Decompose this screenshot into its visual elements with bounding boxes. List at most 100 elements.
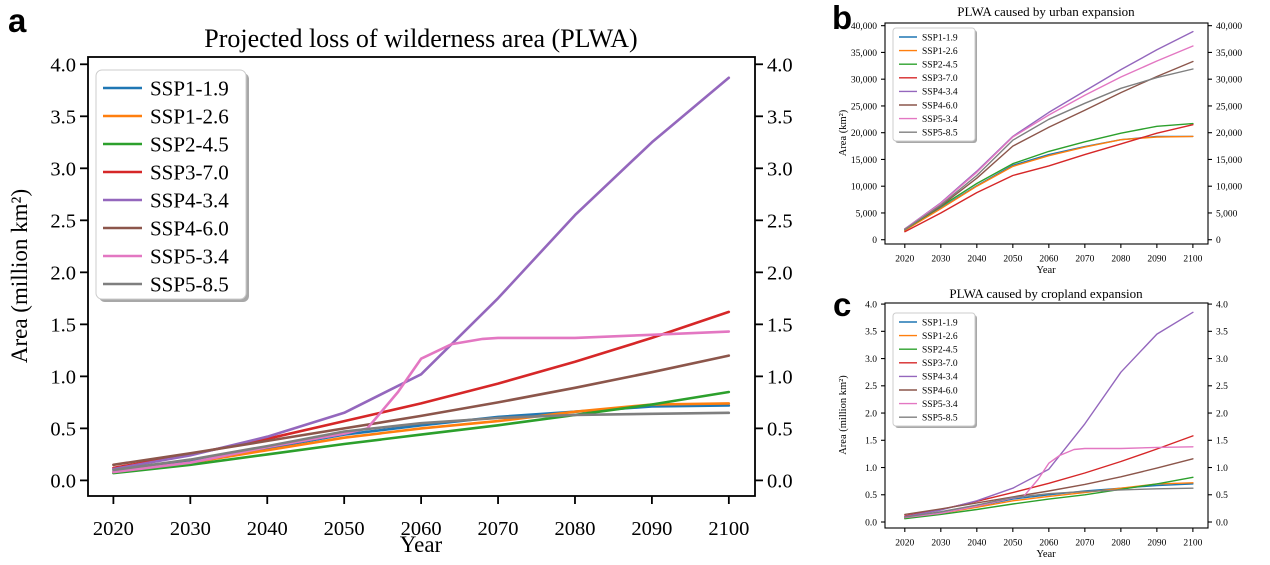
series-line-SSP1-2.6: [904, 135, 1194, 232]
y-tick-label: 25,000: [851, 102, 877, 112]
y-tick-label: 4.0: [50, 54, 76, 76]
x-tick-label: 2030: [170, 518, 211, 540]
plot-frame: [884, 302, 1209, 529]
y-tick-label: 4.0: [767, 54, 793, 76]
x-axis-label: Year: [1036, 549, 1056, 560]
y-tick-label: 3.0: [50, 158, 76, 180]
y-tick-label: 2.5: [767, 210, 793, 232]
y-tick-label: 2.5: [865, 382, 877, 392]
x-tick-label: 2020: [895, 538, 914, 548]
series-line-SSP2-4.5: [904, 476, 1194, 520]
y-tick-label: 3.0: [865, 355, 877, 365]
y-tick-label: 3.5: [1216, 328, 1228, 338]
y-tick-label: 25,000: [1216, 102, 1242, 112]
y-tick-label: 0.5: [865, 491, 877, 501]
legend-label: SSP4-6.0: [922, 386, 958, 396]
x-tick-label: 2060: [1039, 254, 1058, 264]
x-tick-label: 2090: [1147, 538, 1166, 548]
panel-label-b: b: [832, 0, 853, 36]
legend-box: [892, 312, 976, 427]
x-tick-label: 2020: [895, 254, 914, 264]
series-line-SSP2-4.5: [112, 390, 731, 475]
y-tick-label: 2.0: [50, 263, 76, 285]
x-tick-label: 2100: [708, 518, 749, 540]
y-tick-label: 2.0: [1216, 409, 1228, 419]
chart-c: 0.0 0.0 0.5 0.5 1.0 1.0 1.5 1.5 2.0 2.0 2.5 2.5 3.0 3…: [838, 286, 1228, 560]
y-tick-label: 1.5: [50, 315, 76, 337]
legend-label: SSP3-7.0: [922, 74, 958, 84]
y-tick-label: 3.5: [50, 106, 76, 128]
x-tick-label: 2030: [931, 254, 950, 264]
legend-label: SSP2-4.5: [150, 132, 229, 156]
series-line-SSP5-8.5: [904, 68, 1194, 231]
legend-label: SSP1-2.6: [150, 104, 229, 128]
series-line-SSP3-7.0: [904, 123, 1194, 233]
legend-label: SSP1-1.9: [922, 318, 958, 328]
y-tick-label: 1.0: [1216, 464, 1228, 474]
y-tick-label: 1.0: [767, 367, 793, 389]
y-tick-label: 20,000: [851, 129, 877, 139]
y-tick-label: 3.0: [767, 158, 793, 180]
x-tick-label: 2050: [1003, 538, 1022, 548]
legend-box: [892, 27, 976, 142]
x-tick-label: 2050: [1003, 254, 1022, 264]
y-tick-label: 20,000: [1216, 129, 1242, 139]
legend: SSP1-1.9 SSP1-2.6 SSP2-4.5 SSP3-7.0 SSP4-3.4…: [892, 312, 977, 428]
legend-label: SSP1-2.6: [922, 332, 958, 342]
series-line-SSP4-6.0: [904, 458, 1194, 516]
y-tick-label: 15,000: [851, 156, 877, 166]
series-line-SSP5-8.5: [904, 487, 1194, 518]
legend-label: SSP5-8.5: [922, 414, 958, 424]
series-line-SSP5-3.4: [904, 446, 1194, 519]
y-tick-label: 1.5: [1216, 437, 1228, 447]
y-tick-label: 5,000: [856, 209, 878, 219]
y-tick-label: 3.5: [767, 106, 793, 128]
x-tick-label: 2080: [554, 518, 595, 540]
x-tick-label: 2020: [93, 518, 134, 540]
legend-label: SSP3-7.0: [150, 160, 229, 184]
chart-title: PLWA caused by urban expansion: [957, 4, 1135, 19]
y-tick-label: 10,000: [1216, 183, 1242, 193]
x-tick-label: 2080: [1111, 254, 1130, 264]
y-axis-label: Area (km²): [838, 109, 849, 156]
x-tick-label: 2090: [631, 518, 672, 540]
y-tick-label: 1.0: [50, 367, 76, 389]
plot-frame: [87, 56, 756, 497]
legend-label: SSP5-3.4: [150, 244, 229, 268]
y-tick-label: 2.0: [767, 263, 793, 285]
x-tick-label: 2040: [247, 518, 288, 540]
y-tick-label: 4.0: [1216, 300, 1228, 310]
x-tick-label: 2060: [401, 518, 442, 540]
x-tick-label: 2040: [967, 538, 986, 548]
x-tick-label: 2070: [478, 518, 519, 540]
legend-label: SSP5-8.5: [922, 129, 958, 139]
chart-title: Projected loss of wilderness area (PLWA): [204, 24, 637, 53]
chart-b: 0 0 5,000 5,000 10,000 10,000 15,000 15,000 20,0…: [838, 4, 1242, 276]
y-tick-label: 2.5: [50, 210, 76, 232]
y-tick-label: 4.0: [865, 300, 877, 310]
x-tick-label: 2100: [1183, 254, 1202, 264]
x-tick-label: 2040: [967, 254, 986, 264]
series-line-SSP1-1.9: [904, 135, 1194, 231]
plot-frame: [884, 22, 1209, 245]
x-tick-label: 2030: [931, 538, 950, 548]
y-tick-label: 35,000: [851, 49, 877, 59]
y-axis-label: Area (million km²): [838, 375, 849, 455]
y-tick-label: 0.0: [1216, 518, 1228, 528]
legend-label: SSP2-4.5: [922, 61, 958, 71]
y-tick-label: 3.0: [1216, 355, 1228, 365]
legend-label: SSP2-4.5: [922, 346, 958, 356]
y-tick-label: 0.5: [50, 419, 76, 441]
panel-label-c: c: [833, 286, 852, 323]
legend-label: SSP4-3.4: [922, 373, 958, 383]
y-tick-label: 40,000: [1216, 22, 1242, 32]
y-tick-label: 0: [872, 236, 877, 246]
x-axis-label: Year: [1036, 265, 1056, 276]
legend-label: SSP4-6.0: [922, 101, 958, 111]
y-tick-label: 1.5: [865, 437, 877, 447]
y-tick-label: 15,000: [1216, 156, 1242, 166]
x-tick-label: 2070: [1075, 254, 1094, 264]
x-tick-label: 2050: [324, 518, 365, 540]
x-tick-label: 2070: [1075, 538, 1094, 548]
